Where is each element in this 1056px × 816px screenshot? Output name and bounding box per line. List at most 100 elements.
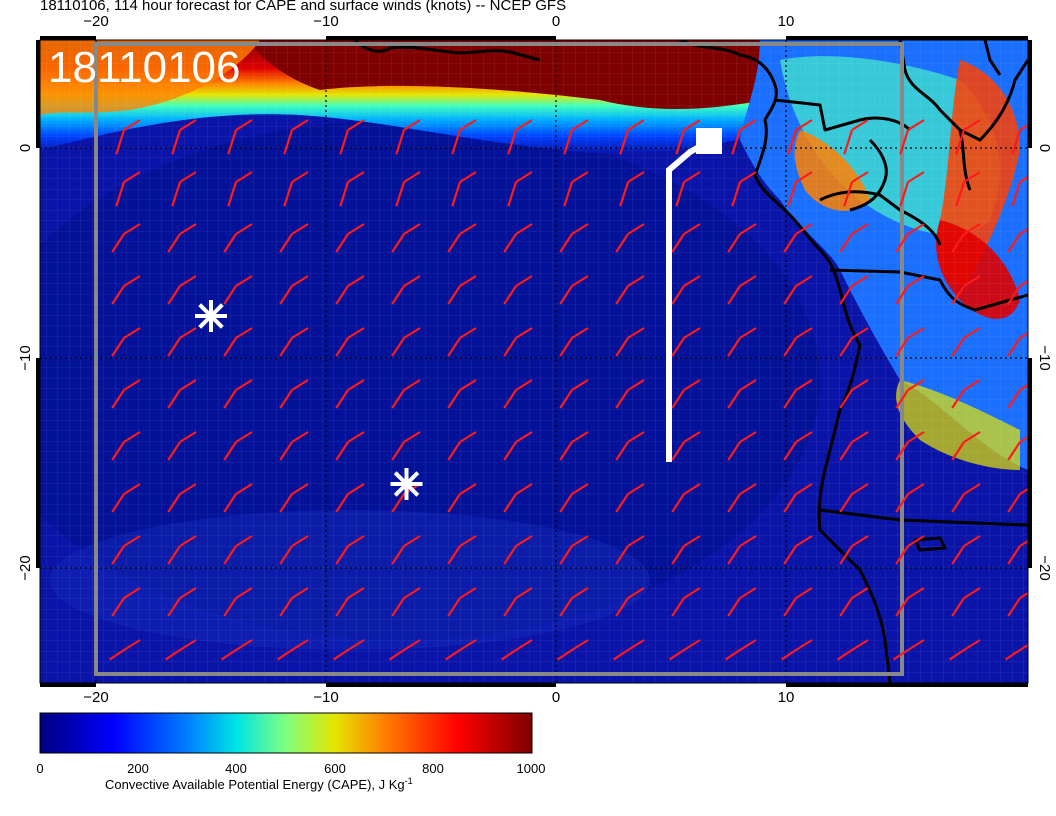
- wind-barb: [783, 483, 813, 513]
- wind-barb: [111, 535, 141, 565]
- wind-barb: [335, 535, 365, 565]
- lat-ticks-left: 0 −10 −20: [17, 144, 34, 581]
- wind-barb: [727, 223, 757, 253]
- map-area: [40, 40, 1028, 683]
- lon-tick-bottom: −20: [83, 689, 108, 706]
- wind-barb: [780, 639, 813, 661]
- wind-barb: [167, 379, 197, 409]
- wind-barb: [839, 379, 869, 409]
- wind-barb: [115, 171, 141, 207]
- wind-barb: [164, 639, 197, 661]
- wind-barb: [279, 379, 309, 409]
- wind-barb: [395, 119, 421, 155]
- wind-barb: [556, 639, 589, 661]
- colorbar-tick: 1000: [517, 761, 546, 776]
- lon-tick-top: 10: [778, 13, 795, 30]
- wind-barb: [951, 483, 981, 513]
- wind-barb: [223, 483, 253, 513]
- wind-barb: [503, 327, 533, 357]
- wind-barb: [167, 275, 197, 305]
- wind-barb: [839, 483, 869, 513]
- wind-barb: [951, 327, 981, 357]
- wind-barb: [223, 275, 253, 305]
- wind-barb: [843, 119, 869, 155]
- wind-barb: [895, 327, 925, 357]
- wind-barb: [895, 379, 925, 409]
- lon-tick-bottom: 10: [778, 689, 795, 706]
- wind-barb: [839, 275, 869, 305]
- wind-barb: [727, 587, 757, 617]
- wind-barb: [451, 119, 477, 155]
- wind-barb: [167, 223, 197, 253]
- wind-barb: [388, 639, 421, 661]
- wind-barb: [671, 483, 701, 513]
- wind-barb: [783, 535, 813, 565]
- lon-tick-bottom: 0: [552, 689, 560, 706]
- wind-barb: [612, 639, 645, 661]
- wind-barb: [787, 171, 813, 207]
- wind-barb: [220, 639, 253, 661]
- wind-barb: [507, 119, 533, 155]
- colorbar: [39, 712, 533, 754]
- lon-ticks-top: −20 −10 0 10: [83, 13, 794, 30]
- wind-barb: [559, 587, 589, 617]
- wind-barb: [951, 535, 981, 565]
- wind-barb: [1007, 591, 1028, 617]
- wind-barb: [1011, 175, 1028, 207]
- wind-barb: [619, 171, 645, 207]
- wind-barb: [111, 327, 141, 357]
- wind-barb: [279, 483, 309, 513]
- colorbar-tick: 800: [422, 761, 444, 776]
- wind-barb: [335, 431, 365, 461]
- wind-barb: [507, 171, 533, 207]
- wind-barb: [283, 171, 309, 207]
- wind-barb: [783, 223, 813, 253]
- wind-barb: [615, 535, 645, 565]
- lat-ticks-right: 0 −10 −20: [1036, 144, 1053, 581]
- lat-tick-right: 0: [1036, 144, 1053, 152]
- wind-barb: [339, 171, 365, 207]
- wind-barb: [559, 327, 589, 357]
- wind-barb: [615, 327, 645, 357]
- wind-barb: [276, 639, 309, 661]
- wind-barb: [951, 379, 981, 409]
- wind-barb: [111, 431, 141, 461]
- wind-barb: [839, 535, 869, 565]
- wind-barb: [727, 483, 757, 513]
- wind-barb: [223, 327, 253, 357]
- wind-barb: [783, 431, 813, 461]
- wind-barb: [335, 275, 365, 305]
- wind-barb: [171, 171, 197, 207]
- wind-barb: [671, 431, 701, 461]
- wind-barb: [227, 171, 253, 207]
- wind-barb: [895, 275, 925, 305]
- wind-barb: [955, 171, 981, 207]
- wind-barb: [783, 275, 813, 305]
- wind-barb: [727, 431, 757, 461]
- wind-barb: [447, 431, 477, 461]
- wind-barb: [615, 223, 645, 253]
- wind-barb: [671, 223, 701, 253]
- wind-barb: [895, 535, 925, 565]
- wind-barb: [279, 327, 309, 357]
- wind-barb: [339, 119, 365, 155]
- wind-barb: [836, 639, 869, 661]
- wind-barb: [727, 275, 757, 305]
- lon-ticks-bottom: −20 −10 0 10: [83, 689, 794, 706]
- wind-barb: [559, 275, 589, 305]
- wind-barb: [395, 171, 421, 207]
- wind-barb: [111, 483, 141, 513]
- wind-barb: [447, 587, 477, 617]
- wind-barb: [503, 275, 533, 305]
- lat-tick-left: −10: [17, 345, 34, 370]
- wind-barb: [223, 379, 253, 409]
- wind-barb: [895, 483, 925, 513]
- colorbar-ticks: 0 200 400 600 800 1000: [36, 761, 545, 776]
- wind-barb: [727, 327, 757, 357]
- wind-barb: [839, 431, 869, 461]
- wind-barb: [503, 535, 533, 565]
- colorbar-tick: 600: [324, 761, 346, 776]
- wind-barb: [951, 431, 981, 461]
- colorbar-title-superscript: -1: [405, 776, 413, 786]
